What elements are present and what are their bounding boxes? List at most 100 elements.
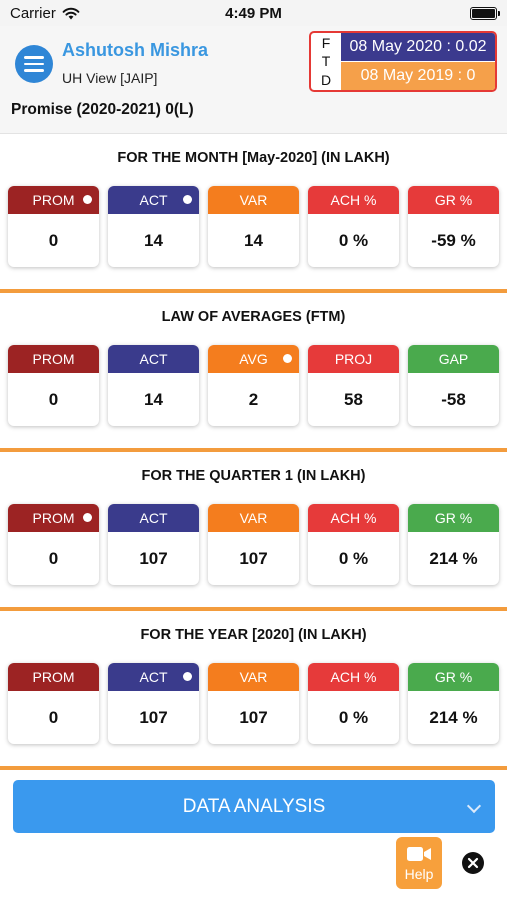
help-label: Help: [404, 865, 434, 882]
card-var[interactable]: VAR 14: [208, 186, 299, 267]
section-title: FOR THE QUARTER 1 (IN LAKH): [141, 468, 366, 484]
card-value: 214 %: [429, 707, 478, 727]
card-label: PROM: [32, 192, 75, 208]
card-var[interactable]: VAR 107: [208, 504, 299, 585]
card-act[interactable]: ACT 107: [108, 504, 199, 585]
ftd-letter-t: T: [321, 53, 331, 70]
section-quarter: FOR THE QUARTER 1 (IN LAKH) PROM 0 ACT 107…: [0, 452, 507, 611]
card-gap[interactable]: GAP -58: [408, 345, 499, 426]
hamburger-menu-icon[interactable]: [15, 45, 53, 83]
card-header: ACH %: [308, 663, 399, 691]
card-gr[interactable]: GR % 214 %: [408, 663, 499, 744]
info-dot-icon[interactable]: [83, 513, 92, 522]
info-dot-icon[interactable]: [83, 195, 92, 204]
user-name: Ashutosh Mishra: [62, 40, 209, 60]
section-year: FOR THE YEAR [2020] (IN LAKH) PROM 0 ACT 1…: [0, 611, 507, 770]
card-value: 14: [144, 389, 163, 409]
ftd-box: F T D 08 May 2020 : 0.02 08 May 2019 : 0: [309, 31, 497, 92]
card-value: 107: [239, 548, 268, 568]
app-header: Ashutosh Mishra UH View [JAIP] Promise (…: [0, 26, 507, 134]
card-header: ACT: [108, 504, 199, 532]
card-prom[interactable]: PROM 0: [8, 663, 99, 744]
card-header: ACT: [108, 663, 199, 691]
card-label: GR %: [434, 669, 473, 685]
info-dot-icon[interactable]: [283, 354, 292, 363]
help-button[interactable]: Help: [396, 837, 442, 889]
data-analysis-dropdown[interactable]: DATA ANALYSIS: [13, 780, 495, 833]
card-ach[interactable]: ACH % 0 %: [308, 186, 399, 267]
section-divider: [0, 289, 507, 293]
card-var[interactable]: VAR 107: [208, 663, 299, 744]
card-value: 107: [139, 707, 168, 727]
card-header: PROM: [8, 345, 99, 373]
card-value: 107: [139, 548, 168, 568]
card-header: PROM: [8, 186, 99, 214]
card-label: ACH %: [330, 192, 377, 208]
card-header: PROM: [8, 663, 99, 691]
card-act[interactable]: ACT 14: [108, 345, 199, 426]
status-bar: Carrier 4:49 PM: [0, 0, 507, 26]
card-header: PROM: [8, 504, 99, 532]
card-header: VAR: [208, 186, 299, 214]
card-proj[interactable]: PROJ 58: [308, 345, 399, 426]
card-gr[interactable]: GR % -59 %: [408, 186, 499, 267]
card-value: 14: [244, 230, 263, 250]
card-header: PROJ: [308, 345, 399, 373]
card-avg[interactable]: AVG 2: [208, 345, 299, 426]
card-value: 14: [144, 230, 163, 250]
card-label: AVG: [239, 351, 268, 367]
card-ach[interactable]: ACH % 0 %: [308, 663, 399, 744]
card-label: VAR: [239, 510, 268, 526]
info-dot-icon[interactable]: [183, 672, 192, 681]
promise-summary: Promise (2020-2021) 0(L): [11, 101, 194, 119]
section-divider: [0, 607, 507, 611]
card-value: 0 %: [338, 230, 369, 250]
card-gr[interactable]: GR % 214 %: [408, 504, 499, 585]
card-label: ACT: [139, 669, 168, 685]
close-icon[interactable]: [462, 852, 484, 874]
card-prom[interactable]: PROM 0: [8, 504, 99, 585]
card-header: GR %: [408, 504, 499, 532]
section-title: FOR THE MONTH [May-2020] (IN LAKH): [117, 150, 390, 166]
card-value: 2: [248, 389, 259, 409]
card-header: ACT: [108, 186, 199, 214]
card-prom[interactable]: PROM 0: [8, 186, 99, 267]
user-view: UH View [JAIP]: [62, 70, 158, 86]
card-value: 214 %: [429, 548, 478, 568]
card-value: 0: [48, 389, 59, 409]
section-month: FOR THE MONTH [May-2020] (IN LAKH) PROM 0…: [0, 134, 507, 293]
card-label: ACT: [139, 192, 168, 208]
section-title: FOR THE YEAR [2020] (IN LAKH): [140, 627, 367, 643]
video-camera-icon: [407, 846, 431, 861]
card-act[interactable]: ACT 107: [108, 663, 199, 744]
data-analysis-label: DATA ANALYSIS: [182, 795, 326, 817]
card-value: 107: [239, 707, 268, 727]
card-ach[interactable]: ACH % 0 %: [308, 504, 399, 585]
status-carrier-group: Carrier: [10, 5, 80, 22]
card-header: VAR: [208, 504, 299, 532]
card-prom[interactable]: PROM 0: [8, 345, 99, 426]
card-label: ACH %: [330, 669, 377, 685]
card-label: PROJ: [334, 351, 373, 367]
card-value: 58: [344, 389, 363, 409]
card-label: ACH %: [330, 510, 377, 526]
battery-icon: [470, 7, 500, 20]
card-header: ACH %: [308, 186, 399, 214]
card-header: AVG: [208, 345, 299, 373]
section-law-of-averages: LAW OF AVERAGES (FTM) PROM 0 ACT 14 AVG 2 P…: [0, 293, 507, 452]
card-value: 0: [48, 548, 59, 568]
promise-value: 0(L): [165, 101, 194, 118]
card-header: VAR: [208, 663, 299, 691]
info-dot-icon[interactable]: [183, 195, 192, 204]
ftd-letter-d: D: [320, 71, 332, 88]
card-value: 0: [48, 707, 59, 727]
card-label: PROM: [32, 351, 75, 367]
card-value: 0 %: [338, 548, 369, 568]
card-value: 0 %: [338, 707, 369, 727]
card-label: VAR: [239, 192, 268, 208]
card-act[interactable]: ACT 14: [108, 186, 199, 267]
section-divider: [0, 766, 507, 770]
card-header: GR %: [408, 663, 499, 691]
chevron-down-icon: [466, 798, 482, 814]
ftd-current: 08 May 2020 : 0.02: [341, 33, 495, 61]
